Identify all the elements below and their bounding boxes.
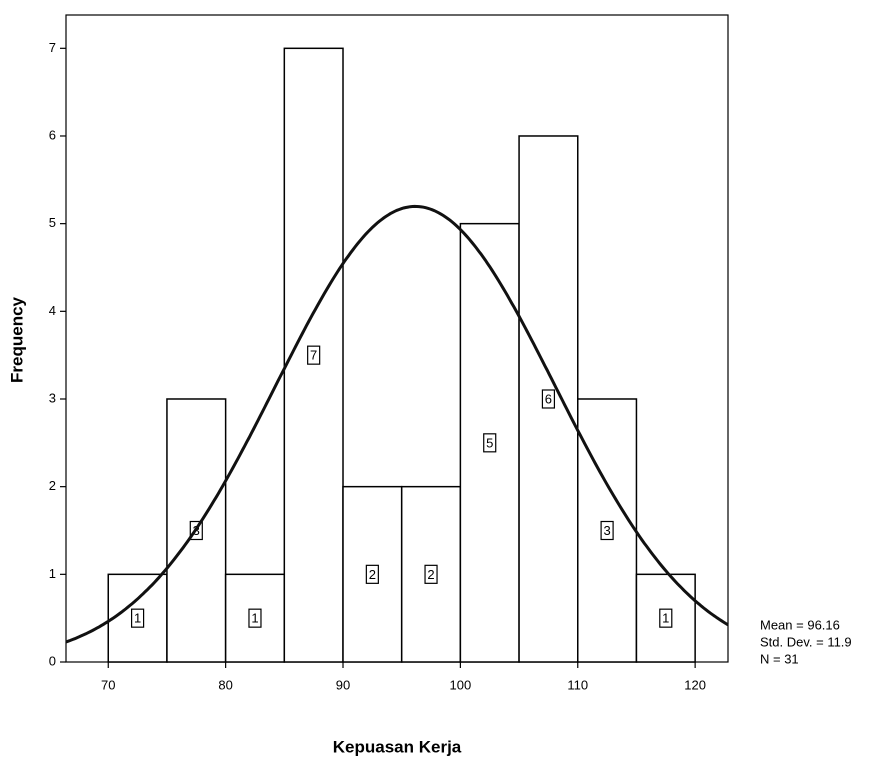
x-tick-label: 120	[684, 677, 706, 692]
value-label: 2	[427, 567, 434, 582]
chart: Kepuasan Kerja Frequency 0 1 2 3 4 5 6 7 70 80 90 1…	[0, 0, 882, 764]
y-tick-label: 5	[49, 215, 56, 230]
value-label: 3	[603, 523, 610, 538]
y-axis-title: Frequency	[7, 296, 26, 383]
stats-label: N = 31	[760, 651, 799, 666]
x-tick-label: 100	[450, 677, 472, 692]
x-tick-label: 90	[336, 677, 350, 692]
y-tick-label: 3	[49, 390, 56, 405]
value-label: 1	[662, 611, 669, 626]
y-tick-label: 1	[49, 566, 56, 581]
x-tick-label: 110	[567, 677, 588, 692]
y-tick-label: 2	[49, 478, 56, 493]
value-label: 6	[545, 391, 552, 406]
value-label: 1	[251, 611, 258, 626]
value-label: 1	[134, 611, 141, 626]
value-label: 7	[310, 348, 317, 363]
stats-label: Mean = 96.16	[760, 617, 840, 632]
y-tick-label: 6	[49, 127, 56, 142]
y-tick-label: 4	[49, 303, 56, 318]
value-label: 5	[486, 435, 493, 450]
value-label: 2	[369, 567, 376, 582]
y-tick-label: 0	[49, 653, 56, 668]
x-tick-label: 80	[218, 677, 232, 692]
x-axis-title: Kepuasan Kerja	[333, 737, 462, 756]
stats-label: Std. Dev. = 11.9	[760, 634, 852, 649]
x-tick-label: 70	[101, 677, 115, 692]
y-tick-label: 7	[49, 40, 56, 55]
